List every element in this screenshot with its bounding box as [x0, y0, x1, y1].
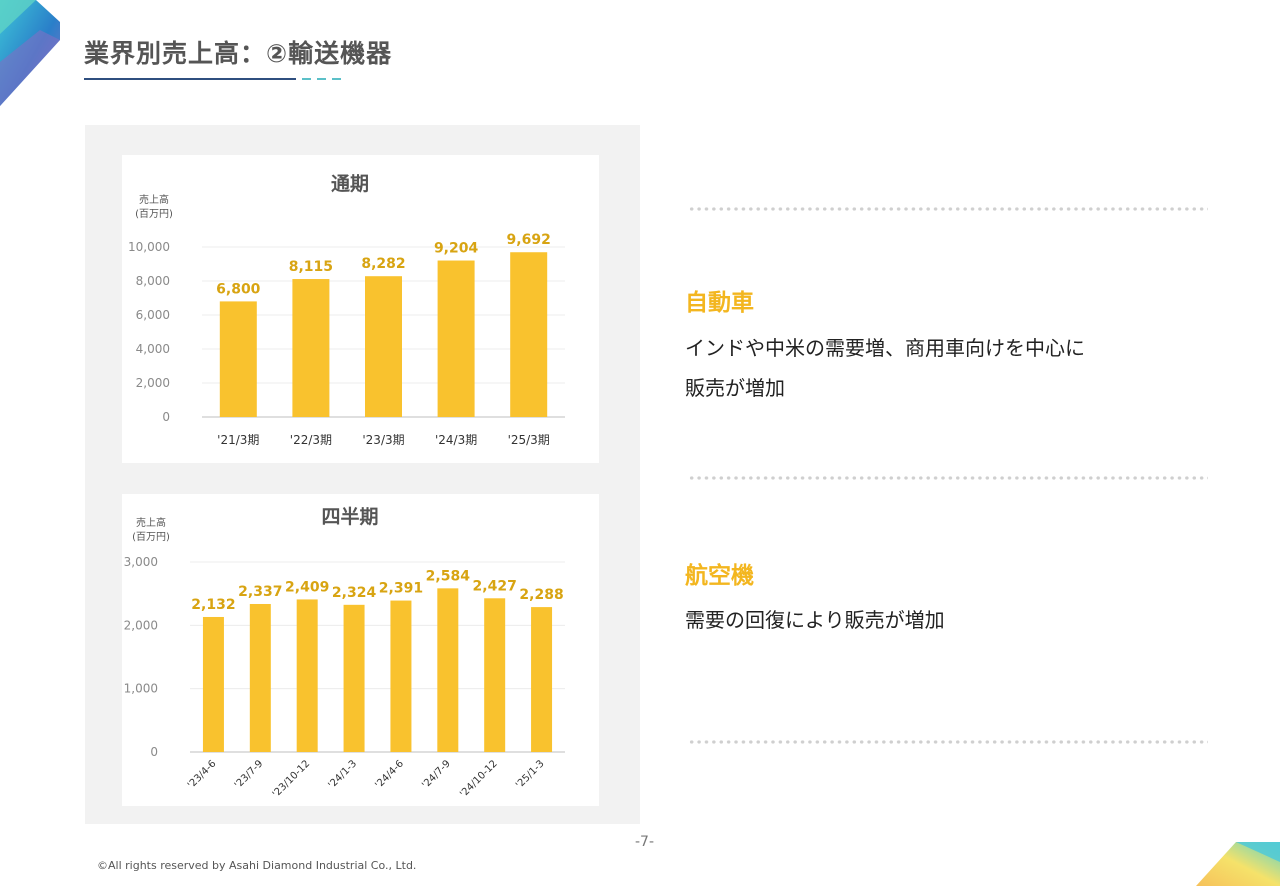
- bar: [292, 279, 330, 417]
- x-tick-label: '25/1-3: [514, 758, 547, 791]
- category-title-automobile: 自動車: [685, 290, 754, 316]
- bar: [202, 616, 224, 752]
- bar: [437, 588, 459, 752]
- data-label: 2,427: [473, 578, 517, 594]
- bar: [510, 252, 548, 417]
- x-tick-label: '24/7-9: [420, 758, 453, 791]
- y-tick-label: 0: [162, 410, 170, 424]
- corner-decoration-bottom: [1196, 842, 1280, 886]
- data-label: 9,692: [507, 232, 551, 248]
- title-dashes: [302, 78, 344, 80]
- annual-chart-card: 通期売上高 (百万円) 0 2,000 4,000 6,000 8,000 10,000 6,8…: [122, 155, 599, 463]
- bar: [437, 260, 475, 417]
- x-tick-label: '21/3期: [217, 433, 259, 447]
- y-tick-label: 10,000: [128, 240, 170, 254]
- category-text-automobile: インドや中米の需要増、商用車向けを中心に 販売が増加: [685, 328, 1085, 408]
- quarterly-chart-card: 四半期 売上高 (百万円) 0 1,000 2,000 3,000 2,132 '23/4-6 2…: [122, 494, 599, 806]
- data-label: 6,800: [216, 281, 261, 297]
- y-axis-label: 売上高: [136, 516, 166, 529]
- bar: [365, 276, 402, 417]
- bar: [390, 600, 412, 752]
- data-label: 8,282: [361, 256, 405, 272]
- x-tick-label: '23/7-9: [233, 758, 266, 791]
- data-label: 2,391: [379, 581, 423, 597]
- chart-title: 通期: [331, 173, 369, 195]
- x-tick-label: '23/10-12: [271, 758, 313, 800]
- x-tick-label: '25/3期: [508, 433, 550, 447]
- bar: [531, 607, 553, 752]
- dotted-divider: [688, 740, 1208, 744]
- dotted-divider: [688, 207, 1208, 211]
- y-tick-label: 1,000: [124, 682, 158, 696]
- y-axis-label: 売上高: [139, 193, 169, 206]
- x-tick-label: '23/3期: [362, 433, 404, 447]
- category-text-line: 需要の回復により販売が増加: [685, 608, 945, 632]
- x-tick-label: '24/10-12: [458, 758, 500, 800]
- title-underline: [84, 78, 296, 80]
- bar: [484, 598, 506, 752]
- y-axis-label: (百万円): [132, 531, 170, 543]
- y-axis-label: (百万円): [135, 208, 173, 220]
- dotted-divider: [688, 476, 1208, 480]
- y-tick-label: 2,000: [136, 376, 170, 390]
- category-title-aircraft: 航空機: [685, 563, 754, 589]
- data-label: 8,115: [289, 259, 333, 275]
- category-text-line: 販売が増加: [685, 376, 785, 400]
- y-tick-label: 3,000: [124, 555, 158, 569]
- corner-decoration: [0, 0, 60, 106]
- x-tick-label: '24/4-6: [373, 758, 406, 791]
- data-label: 2,337: [238, 584, 282, 600]
- data-label: 2,288: [519, 587, 563, 603]
- x-tick-label: '24/1-3: [327, 758, 360, 791]
- category-text-line: インドや中米の需要増、商用車向けを中心に: [685, 336, 1085, 360]
- x-tick-label: '23/4-6: [186, 758, 219, 791]
- y-tick-label: 2,000: [124, 618, 158, 632]
- quarterly-chart: 四半期 売上高 (百万円) 0 1,000 2,000 3,000 2,132 '23/4-6 2…: [124, 505, 565, 800]
- y-tick-label: 8,000: [136, 274, 170, 288]
- bar: [296, 599, 318, 752]
- y-tick-label: 6,000: [136, 308, 170, 322]
- x-tick-label: '24/3期: [435, 433, 477, 447]
- category-text-aircraft: 需要の回復により販売が増加: [685, 600, 945, 640]
- data-label: 2,132: [191, 597, 235, 613]
- data-label: 9,204: [434, 241, 479, 257]
- bar: [249, 603, 271, 752]
- x-tick-label: '22/3期: [290, 433, 332, 447]
- page-title: 業界別売上高：②輸送機器: [84, 39, 393, 68]
- bar: [343, 604, 365, 752]
- data-label: 2,584: [426, 568, 471, 584]
- y-tick-label: 4,000: [136, 342, 170, 356]
- data-label: 2,409: [285, 579, 329, 595]
- copyright: ©All rights reserved by Asahi Diamond In…: [97, 859, 417, 872]
- bar: [219, 301, 257, 417]
- chart-title: 四半期: [321, 505, 378, 528]
- page-number: -7-: [635, 834, 655, 850]
- y-tick-label: 0: [150, 745, 158, 759]
- data-label: 2,324: [332, 585, 377, 601]
